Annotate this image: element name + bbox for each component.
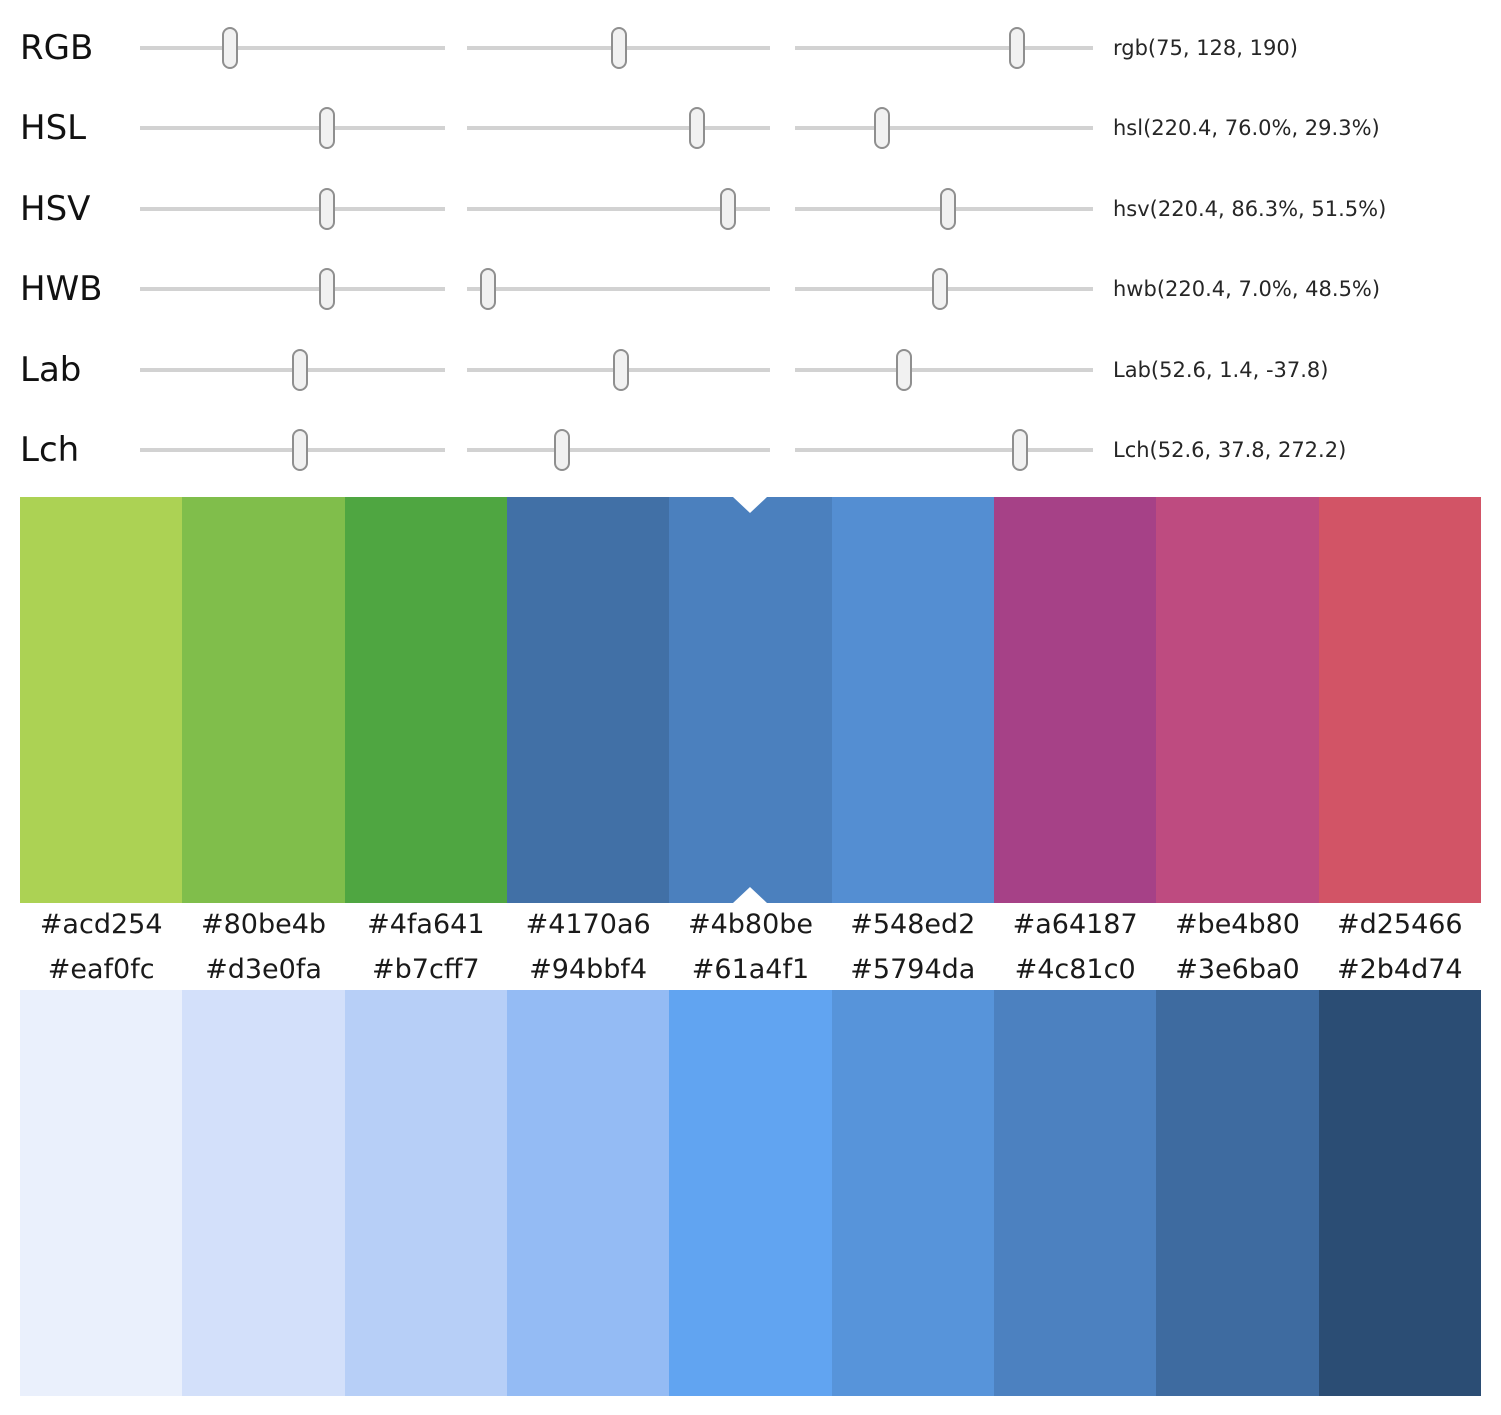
hwb-b-slider-track[interactable] xyxy=(795,268,1093,310)
palette-swatch-hue-6[interactable] xyxy=(993,497,1157,903)
colorspace-label-lch: Lch xyxy=(20,430,80,470)
hwb-w-slider-thumb[interactable] xyxy=(480,268,497,310)
hsv-s-slider-thumb[interactable] xyxy=(720,188,737,230)
palette-swatch-hue-0[interactable] xyxy=(20,497,183,903)
hex-label-hue-4: #4b80be xyxy=(687,909,813,940)
lab-a-slider-track[interactable] xyxy=(467,349,770,391)
hsl-value-readout: hsl(220.4, 76.0%, 29.3%) xyxy=(1113,116,1380,140)
slider-row-hsv: HSV hsv(220.4, 86.3%, 51.5%) xyxy=(0,169,1501,249)
hex-label-hue-5: #548ed2 xyxy=(850,909,976,940)
hsl-l-slider-thumb[interactable] xyxy=(874,107,891,149)
palette-swatch-lightness-7[interactable] xyxy=(1156,990,1319,1396)
rgb-r-slider-track[interactable] xyxy=(140,27,445,69)
palette-swatch-hue-5[interactable] xyxy=(831,497,994,903)
lch-c-slider-thumb[interactable] xyxy=(554,429,571,471)
palette-swatch-lightness-8[interactable] xyxy=(1318,990,1481,1396)
palette-swatch-hue-1[interactable] xyxy=(182,497,345,903)
hsv-v-slider-thumb[interactable] xyxy=(940,188,957,230)
palette-swatch-lightness-1[interactable] xyxy=(182,990,345,1396)
hsl-h-slider-track[interactable] xyxy=(140,107,445,149)
palette-swatch-hue-7[interactable] xyxy=(1156,497,1319,903)
hex-label-lightness-4: #61a4f1 xyxy=(691,954,810,985)
hex-label-hue-7: #be4b80 xyxy=(1174,909,1300,940)
hex-label-lightness-0: #eaf0fc xyxy=(47,954,155,985)
hex-label-lightness-8: #2b4d74 xyxy=(1336,954,1463,985)
lch-l-slider-thumb[interactable] xyxy=(292,429,309,471)
slider-row-hsl: HSL hsl(220.4, 76.0%, 29.3%) xyxy=(0,88,1501,168)
hwb-h-slider-track[interactable] xyxy=(140,268,445,310)
palette-swatch-lightness-0[interactable] xyxy=(20,990,183,1396)
hex-label-hue-6: #a64187 xyxy=(1012,909,1138,940)
palette-swatch-lightness-6[interactable] xyxy=(993,990,1157,1396)
palette-swatch-hue-3[interactable] xyxy=(506,497,670,903)
lch-h-slider-track[interactable] xyxy=(795,429,1093,471)
hex-label-hue-2: #4fa641 xyxy=(367,909,485,940)
hsv-s-slider-track[interactable] xyxy=(467,188,770,230)
palette-swatch-lightness-5[interactable] xyxy=(831,990,994,1396)
palette-swatch-lightness-4[interactable] xyxy=(669,990,832,1396)
selected-swatch-notch-bottom-icon xyxy=(733,887,768,903)
colorspace-label-lab: Lab xyxy=(20,350,82,390)
lab-b-slider-track[interactable] xyxy=(795,349,1093,391)
hwb-value-readout: hwb(220.4, 7.0%, 48.5%) xyxy=(1113,277,1381,301)
slider-row-lab: Lab Lab(52.6, 1.4, -37.8) xyxy=(0,330,1501,410)
lab-a-slider-thumb[interactable] xyxy=(612,349,629,391)
hex-label-hue-0: #acd254 xyxy=(39,909,163,940)
slider-row-rgb: RGB rgb(75, 128, 190) xyxy=(0,8,1501,88)
hwb-h-slider-thumb[interactable] xyxy=(318,268,335,310)
colorspace-label-hsv: HSV xyxy=(20,189,91,229)
lab-l-slider-thumb[interactable] xyxy=(292,349,309,391)
hue-palette xyxy=(20,497,1481,903)
hsv-value-readout: hsv(220.4, 86.3%, 51.5%) xyxy=(1113,197,1387,221)
hsv-h-slider-thumb[interactable] xyxy=(318,188,335,230)
slider-row-hwb: HWB hwb(220.4, 7.0%, 48.5%) xyxy=(0,249,1501,329)
colorspace-label-rgb: RGB xyxy=(20,28,94,68)
lightness-palette xyxy=(20,990,1481,1396)
hue-palette-hex-labels: #acd254 #80be4b #4fa641 #4170a6 #4b80be #548e… xyxy=(20,908,1481,942)
palette-swatch-hue-4[interactable] xyxy=(669,497,832,903)
lch-l-slider-track[interactable] xyxy=(140,429,445,471)
hsl-s-slider-thumb[interactable] xyxy=(689,107,706,149)
lab-l-slider-track[interactable] xyxy=(140,349,445,391)
hsl-l-slider-track[interactable] xyxy=(795,107,1093,149)
rgb-g-slider-thumb[interactable] xyxy=(611,27,628,69)
slider-row-lch: Lch Lch(52.6, 37.8, 272.2) xyxy=(0,410,1501,490)
hex-label-lightness-6: #4c81c0 xyxy=(1014,954,1136,985)
rgb-value-readout: rgb(75, 128, 190) xyxy=(1113,36,1298,60)
hsl-h-slider-thumb[interactable] xyxy=(318,107,335,149)
lch-value-readout: Lch(52.6, 37.8, 272.2) xyxy=(1113,438,1347,462)
selected-swatch-notch-top-icon xyxy=(733,497,768,513)
palette-swatch-lightness-3[interactable] xyxy=(506,990,670,1396)
rgb-g-slider-track[interactable] xyxy=(467,27,770,69)
palette-swatch-hue-8[interactable] xyxy=(1318,497,1481,903)
lab-b-slider-thumb[interactable] xyxy=(895,349,912,391)
hsv-v-slider-track[interactable] xyxy=(795,188,1093,230)
rgb-b-slider-thumb[interactable] xyxy=(1009,27,1025,69)
colorspace-label-hwb: HWB xyxy=(20,269,103,309)
hex-label-lightness-2: #b7cff7 xyxy=(372,954,480,985)
rgb-b-slider-track[interactable] xyxy=(795,27,1093,69)
hsl-s-slider-track[interactable] xyxy=(467,107,770,149)
hwb-b-slider-thumb[interactable] xyxy=(931,268,948,310)
lch-h-slider-thumb[interactable] xyxy=(1012,429,1029,471)
colorspace-label-hsl: HSL xyxy=(20,108,87,148)
hex-label-lightness-1: #d3e0fa xyxy=(205,954,322,985)
lightness-palette-hex-labels: #eaf0fc #d3e0fa #b7cff7 #94bbf4 #61a4f1 #5794… xyxy=(20,953,1481,987)
hex-label-lightness-5: #5794da xyxy=(850,954,976,985)
hex-label-hue-3: #4170a6 xyxy=(525,909,651,940)
hex-label-lightness-7: #3e6ba0 xyxy=(1175,954,1300,985)
palette-swatch-lightness-2[interactable] xyxy=(344,990,507,1396)
rgb-r-slider-thumb[interactable] xyxy=(221,27,238,69)
hsv-h-slider-track[interactable] xyxy=(140,188,445,230)
lab-value-readout: Lab(52.6, 1.4, -37.8) xyxy=(1113,358,1329,382)
hex-label-hue-1: #80be4b xyxy=(200,909,327,940)
hwb-w-slider-track[interactable] xyxy=(467,268,770,310)
lch-c-slider-track[interactable] xyxy=(467,429,770,471)
hex-label-lightness-3: #94bbf4 xyxy=(529,954,648,985)
hex-label-hue-8: #d25466 xyxy=(1336,909,1463,940)
palette-swatch-hue-2[interactable] xyxy=(344,497,507,903)
